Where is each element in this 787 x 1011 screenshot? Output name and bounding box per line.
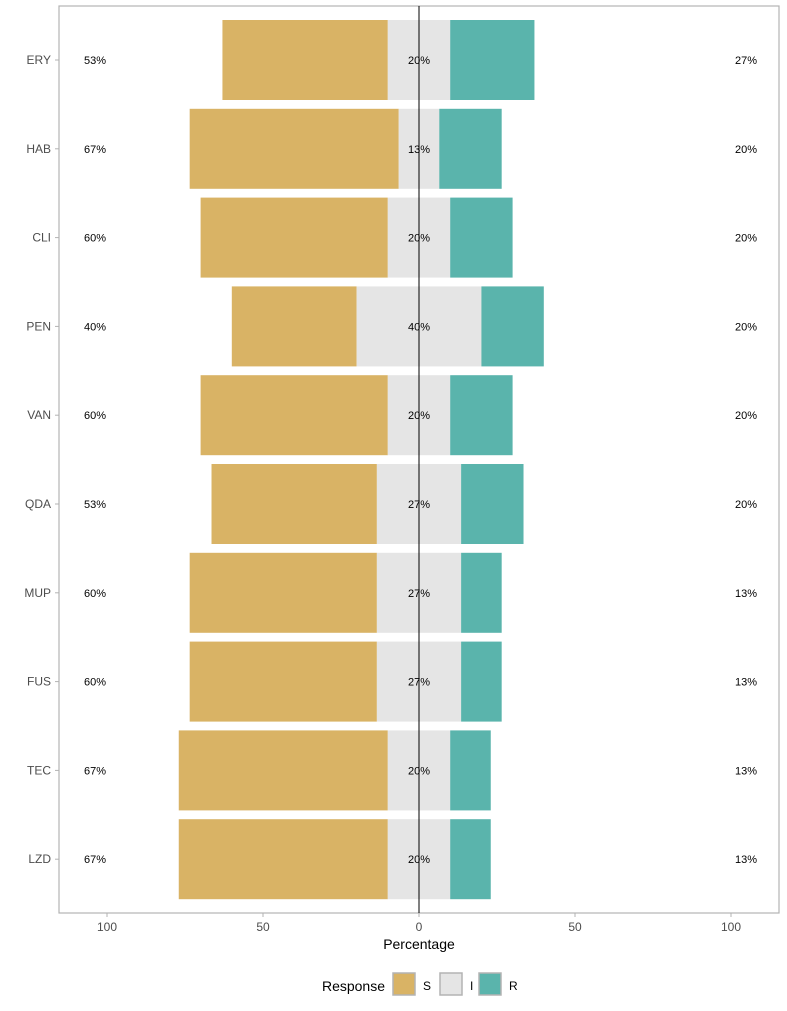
label-center-ery: 20%: [408, 55, 430, 67]
label-center-qda: 27%: [408, 499, 430, 511]
bar-s-qda: [211, 464, 377, 544]
legend-label-i: I: [470, 979, 473, 993]
bar-s-ery: [222, 20, 388, 100]
bar-s-tec: [178, 730, 388, 811]
label-right-hab: 20%: [735, 144, 757, 156]
bar-r-hab: [439, 108, 502, 189]
label-left-cli: 60%: [84, 233, 106, 245]
label-left-pen: 40%: [84, 321, 106, 333]
x-tick-label: 0: [416, 920, 423, 934]
label-center-pen: 40%: [408, 321, 430, 333]
y-tick-label-hab: HAB: [26, 142, 51, 156]
label-right-fus: 13%: [735, 677, 757, 689]
y-tick-label-tec: TEC: [27, 763, 51, 777]
legend-label-s: S: [423, 979, 431, 993]
bar-r-lzd: [450, 819, 491, 900]
label-left-lzd: 67%: [84, 854, 106, 866]
x-tick-label: 50: [256, 920, 270, 934]
label-left-hab: 67%: [84, 144, 106, 156]
y-tick-label-pen: PEN: [26, 319, 51, 333]
y-tick-label-lzd: LZD: [28, 852, 51, 866]
label-right-cli: 20%: [735, 233, 757, 245]
label-left-ery: 53%: [84, 55, 106, 67]
label-right-qda: 20%: [735, 499, 757, 511]
y-tick-label-ery: ERY: [27, 53, 51, 67]
label-right-mup: 13%: [735, 588, 757, 600]
y-tick-label-fus: FUS: [27, 675, 51, 689]
legend-label-r: R: [509, 979, 518, 993]
label-left-van: 60%: [84, 410, 106, 422]
y-axis: ERY HAB CLI PEN VAN QDA MUP FUS TEC LZD: [24, 53, 59, 866]
bar-r-van: [450, 375, 513, 456]
label-left-fus: 60%: [84, 677, 106, 689]
bar-r-fus: [461, 641, 502, 722]
bar-s-van: [200, 375, 388, 456]
y-tick-label-mup: MUP: [24, 586, 51, 600]
bar-s-cli: [200, 197, 388, 278]
y-tick-label-qda: QDA: [25, 497, 51, 511]
x-tick-label: 50: [568, 920, 582, 934]
label-left-tec: 67%: [84, 765, 106, 777]
legend: Response S I R: [322, 972, 518, 996]
label-center-cli: 20%: [408, 233, 430, 245]
bar-r-tec: [450, 730, 491, 811]
x-axis: 100 50 0 50 100: [97, 913, 741, 934]
bar-labels: 53% 20% 27% 67% 13% 20% 60% 20% 20% 40% 40% 20% 60% 2…: [84, 55, 757, 866]
x-tick-label: 100: [721, 920, 741, 934]
bar-s-fus: [189, 641, 377, 722]
legend-title: Response: [322, 978, 385, 994]
label-right-van: 20%: [735, 410, 757, 422]
bar-s-hab: [189, 108, 399, 189]
label-center-hab: 13%: [408, 144, 430, 156]
bar-r-ery: [450, 20, 535, 100]
bar-r-mup: [461, 552, 502, 633]
bar-s-lzd: [178, 819, 388, 900]
bars: [178, 6, 544, 913]
label-center-lzd: 20%: [408, 854, 430, 866]
bar-s-pen: [231, 286, 357, 367]
x-axis-title: Percentage: [383, 936, 455, 952]
label-left-qda: 53%: [84, 499, 106, 511]
label-right-tec: 13%: [735, 765, 757, 777]
x-tick-label: 100: [97, 920, 117, 934]
label-left-mup: 60%: [84, 588, 106, 600]
bar-r-pen: [481, 286, 544, 367]
y-tick-label-cli: CLI: [32, 231, 51, 245]
label-center-tec: 20%: [408, 765, 430, 777]
legend-key-r: [478, 972, 502, 996]
y-tick-label-van: VAN: [27, 408, 51, 422]
label-right-pen: 20%: [735, 321, 757, 333]
bar-r-cli: [450, 197, 513, 278]
bar-r-qda: [461, 464, 524, 544]
label-center-mup: 27%: [408, 588, 430, 600]
legend-key-i: [439, 972, 463, 996]
label-right-lzd: 13%: [735, 854, 757, 866]
label-center-van: 20%: [408, 410, 430, 422]
label-right-ery: 27%: [735, 55, 757, 67]
label-center-fus: 27%: [408, 677, 430, 689]
legend-key-s: [392, 972, 416, 996]
bar-s-mup: [189, 552, 377, 633]
